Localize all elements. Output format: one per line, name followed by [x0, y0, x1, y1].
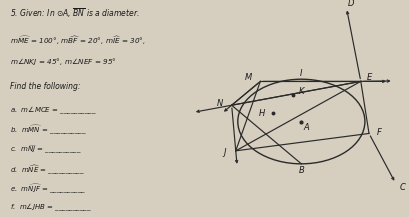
- Text: C: C: [399, 183, 405, 192]
- Text: f.  $m\angle JHB$ = __________: f. $m\angle JHB$ = __________: [10, 202, 92, 213]
- Text: N: N: [216, 99, 223, 108]
- Text: a.  $m\angle MCE$ = __________: a. $m\angle MCE$ = __________: [10, 104, 97, 116]
- Text: d.  $m\widehat{NE}$ = __________: d. $m\widehat{NE}$ = __________: [10, 163, 85, 176]
- Text: H: H: [258, 109, 265, 118]
- Text: M: M: [245, 73, 252, 82]
- Text: 5. Given: In ⊙A, $\overline{BN}$ is a diameter.: 5. Given: In ⊙A, $\overline{BN}$ is a di…: [10, 7, 139, 20]
- Text: D: D: [347, 0, 354, 8]
- Text: E: E: [366, 73, 371, 82]
- Text: b.  $m\widehat{MN}$ = __________: b. $m\widehat{MN}$ = __________: [10, 124, 87, 136]
- Text: A: A: [303, 123, 308, 132]
- Text: $m\angle NKJ$ = 45°, $m\angle NEF$ = 95°: $m\angle NKJ$ = 45°, $m\angle NEF$ = 95°: [10, 56, 117, 67]
- Text: F: F: [376, 128, 381, 137]
- Text: B: B: [298, 166, 303, 175]
- Text: e.  $m\widehat{NJF}$ = __________: e. $m\widehat{NJF}$ = __________: [10, 182, 87, 195]
- Text: $m\widehat{ME}$ = 100°, $m\widehat{BF}$ = 20°, $m\widehat{IE}$ = 30°,: $m\widehat{ME}$ = 100°, $m\widehat{BF}$ …: [10, 35, 146, 47]
- Text: Find the following:: Find the following:: [10, 82, 81, 91]
- Text: I: I: [299, 69, 302, 78]
- Text: J: J: [222, 148, 225, 157]
- Text: c.  $m\widehat{NJ}$ = __________: c. $m\widehat{NJ}$ = __________: [10, 143, 82, 156]
- Text: K: K: [298, 87, 303, 96]
